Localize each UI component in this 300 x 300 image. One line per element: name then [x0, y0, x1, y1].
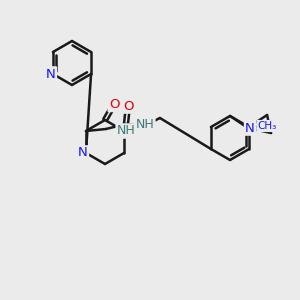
Text: O: O: [109, 98, 119, 111]
Text: NH: NH: [136, 118, 154, 130]
Text: N: N: [46, 68, 56, 80]
Text: O: O: [124, 100, 134, 112]
Text: NH: NH: [117, 124, 135, 137]
Text: N: N: [78, 146, 88, 160]
Text: CH₃: CH₃: [257, 121, 277, 131]
Text: N: N: [245, 122, 255, 134]
